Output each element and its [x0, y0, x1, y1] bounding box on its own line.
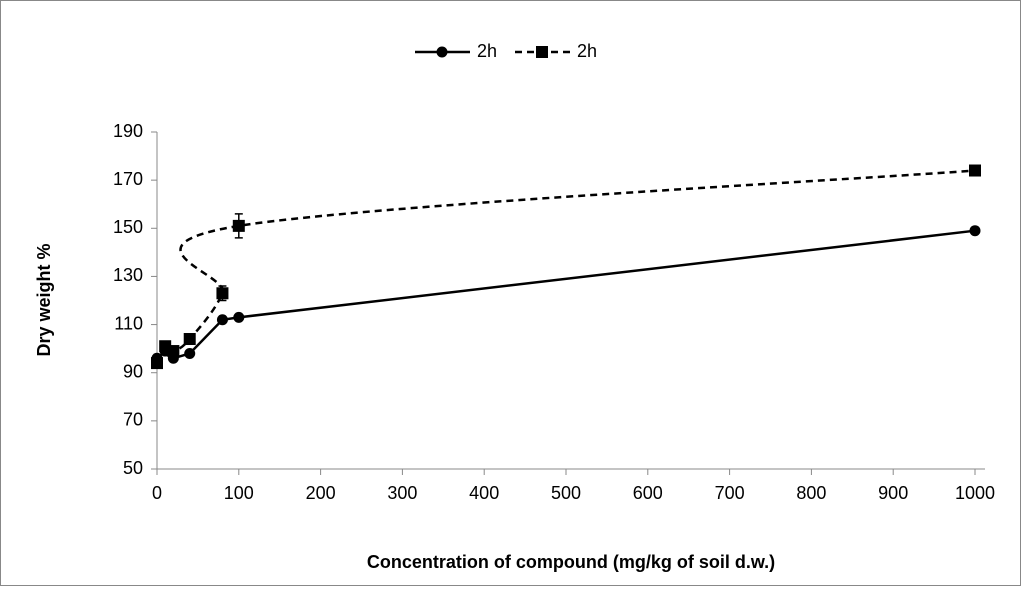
data-point: [233, 311, 245, 323]
x-tick-label: 700: [715, 483, 745, 503]
x-tick-label: 500: [551, 483, 581, 503]
y-tick-label: 190: [113, 121, 143, 141]
y-axis-title: Dry weight %: [34, 243, 54, 356]
legend-label: 2h: [477, 41, 497, 61]
y-tick-label: 150: [113, 217, 143, 237]
x-tick-label: 800: [796, 483, 826, 503]
data-point: [232, 219, 245, 232]
data-point: [969, 225, 981, 237]
x-tick-label: 0: [152, 483, 162, 503]
data-point: [183, 333, 196, 346]
y-tick-label: 130: [113, 265, 143, 285]
x-tick-label: 300: [387, 483, 417, 503]
legend-marker: [436, 46, 448, 58]
y-tick-label: 110: [114, 313, 143, 333]
data-point: [167, 345, 180, 358]
x-tick-label: 900: [878, 483, 908, 503]
x-tick-label: 600: [633, 483, 663, 503]
data-point: [184, 347, 196, 359]
y-tick-label: 90: [123, 361, 143, 381]
x-tick-label: 100: [224, 483, 254, 503]
legend-marker: [536, 46, 548, 58]
data-point: [969, 164, 981, 177]
x-tick-label: 1000: [955, 483, 995, 503]
data-point: [216, 287, 229, 300]
legend-label: 2h: [577, 41, 597, 61]
data-point: [216, 314, 228, 326]
x-tick-label: 400: [469, 483, 499, 503]
data-point: [151, 357, 163, 370]
series-line: [155, 169, 976, 364]
y-tick-label: 50: [123, 458, 143, 478]
x-axis-title: Concentration of compound (mg/kg of soil…: [367, 552, 775, 572]
x-tick-label: 200: [306, 483, 336, 503]
y-tick-label: 170: [113, 169, 143, 189]
y-tick-label: 70: [123, 410, 143, 430]
